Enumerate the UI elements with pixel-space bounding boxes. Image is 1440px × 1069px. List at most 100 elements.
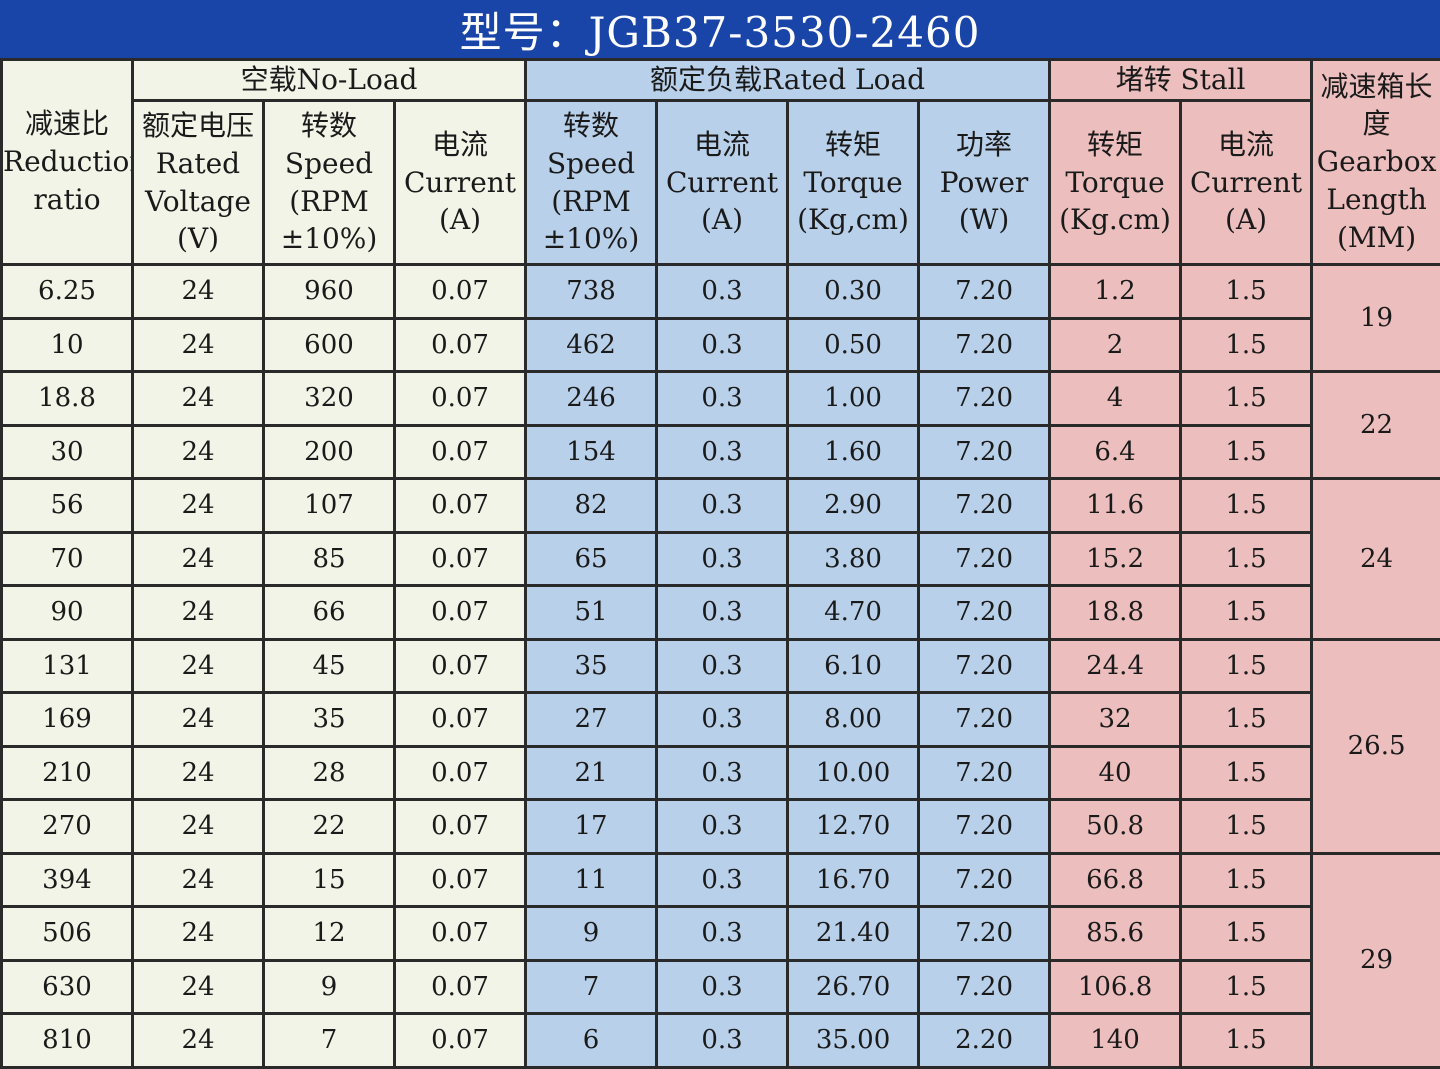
cell-noload-voltage: 24	[133, 746, 264, 800]
cell-noload-voltage: 24	[133, 586, 264, 640]
cell-rated-torque: 4.70	[788, 586, 919, 640]
header-rated-torque: 转矩Torque (Kg,cm)	[788, 101, 919, 265]
cell-stall-current: 1.5	[1181, 532, 1312, 586]
cell-stall-current: 1.5	[1181, 586, 1312, 640]
cell-rated-torque: 12.70	[788, 800, 919, 854]
cell-noload-current: 0.07	[395, 586, 526, 640]
cell-noload-voltage: 24	[133, 639, 264, 693]
cell-reduction-ratio: 90	[2, 586, 133, 640]
cell-noload-speed: 28	[264, 746, 395, 800]
cell-rated-speed: 738	[526, 265, 657, 319]
cell-stall-torque: 50.8	[1050, 800, 1181, 854]
cell-rated-power: 7.20	[919, 372, 1050, 426]
cell-rated-power: 7.20	[919, 265, 1050, 319]
cell-stall-torque: 140	[1050, 1014, 1181, 1068]
cell-noload-voltage: 24	[133, 693, 264, 747]
cell-noload-current: 0.07	[395, 265, 526, 319]
cell-noload-voltage: 24	[133, 960, 264, 1014]
cell-noload-speed: 15	[264, 853, 395, 907]
cell-noload-current: 0.07	[395, 800, 526, 854]
cell-rated-power: 7.20	[919, 639, 1050, 693]
cell-rated-torque: 6.10	[788, 639, 919, 693]
cell-noload-voltage: 24	[133, 479, 264, 533]
cell-rated-current: 0.3	[657, 907, 788, 961]
cell-gearbox-length: 22	[1312, 372, 1440, 479]
cell-rated-torque: 0.30	[788, 265, 919, 319]
cell-noload-current: 0.07	[395, 425, 526, 479]
cell-noload-voltage: 24	[133, 372, 264, 426]
cell-stall-torque: 106.8	[1050, 960, 1181, 1014]
cell-rated-torque: 16.70	[788, 853, 919, 907]
cell-rated-speed: 6	[526, 1014, 657, 1068]
cell-reduction-ratio: 810	[2, 1014, 133, 1068]
cell-noload-voltage: 24	[133, 265, 264, 319]
cell-noload-voltage: 24	[133, 800, 264, 854]
cell-noload-current: 0.07	[395, 960, 526, 1014]
header-stall-torque: 转矩Torque (Kg.cm)	[1050, 101, 1181, 265]
cell-stall-torque: 1.2	[1050, 265, 1181, 319]
cell-noload-current: 0.07	[395, 532, 526, 586]
cell-rated-torque: 21.40	[788, 907, 919, 961]
cell-noload-speed: 45	[264, 639, 395, 693]
cell-rated-speed: 51	[526, 586, 657, 640]
cell-rated-current: 0.3	[657, 746, 788, 800]
cell-rated-current: 0.3	[657, 1014, 788, 1068]
cell-stall-current: 1.5	[1181, 479, 1312, 533]
cell-rated-power: 7.20	[919, 746, 1050, 800]
header-stall-current: 电流Current (A)	[1181, 101, 1312, 265]
cell-rated-current: 0.3	[657, 693, 788, 747]
cell-noload-voltage: 24	[133, 853, 264, 907]
cell-gearbox-length: 19	[1312, 265, 1440, 372]
cell-reduction-ratio: 56	[2, 479, 133, 533]
cell-noload-speed: 107	[264, 479, 395, 533]
cell-rated-speed: 154	[526, 425, 657, 479]
cell-noload-voltage: 24	[133, 318, 264, 372]
header-noload-speed: 转数Speed (RPM ±10%)	[264, 101, 395, 265]
cell-reduction-ratio: 630	[2, 960, 133, 1014]
cell-stall-current: 1.5	[1181, 372, 1312, 426]
cell-rated-torque: 3.80	[788, 532, 919, 586]
cell-rated-power: 7.20	[919, 693, 1050, 747]
cell-rated-torque: 10.00	[788, 746, 919, 800]
cell-rated-power: 7.20	[919, 425, 1050, 479]
cell-rated-current: 0.3	[657, 853, 788, 907]
cell-reduction-ratio: 10	[2, 318, 133, 372]
cell-reduction-ratio: 270	[2, 800, 133, 854]
cell-rated-speed: 35	[526, 639, 657, 693]
cell-rated-speed: 7	[526, 960, 657, 1014]
cell-stall-torque: 85.6	[1050, 907, 1181, 961]
cell-stall-current: 1.5	[1181, 1014, 1312, 1068]
cell-rated-power: 7.20	[919, 479, 1050, 533]
cell-rated-torque: 8.00	[788, 693, 919, 747]
cell-rated-current: 0.3	[657, 800, 788, 854]
cell-rated-speed: 462	[526, 318, 657, 372]
cell-rated-power: 7.20	[919, 853, 1050, 907]
header-rated-power: 功率Power (W)	[919, 101, 1050, 265]
page-title: 型号：JGB37-3530-2460	[0, 0, 1440, 58]
header-noload-voltage: 额定电压Rated Voltage (V)	[133, 101, 264, 265]
cell-stall-current: 1.5	[1181, 425, 1312, 479]
header-group-stall: 堵转 Stall	[1050, 60, 1312, 101]
cell-noload-current: 0.07	[395, 479, 526, 533]
cell-noload-voltage: 24	[133, 425, 264, 479]
cell-rated-current: 0.3	[657, 532, 788, 586]
cell-rated-speed: 21	[526, 746, 657, 800]
cell-rated-torque: 0.50	[788, 318, 919, 372]
cell-rated-torque: 26.70	[788, 960, 919, 1014]
cell-reduction-ratio: 210	[2, 746, 133, 800]
cell-rated-torque: 1.00	[788, 372, 919, 426]
cell-rated-power: 2.20	[919, 1014, 1050, 1068]
cell-rated-current: 0.3	[657, 586, 788, 640]
cell-stall-torque: 18.8	[1050, 586, 1181, 640]
cell-stall-torque: 66.8	[1050, 853, 1181, 907]
cell-stall-current: 1.5	[1181, 853, 1312, 907]
cell-rated-speed: 9	[526, 907, 657, 961]
cell-reduction-ratio: 394	[2, 853, 133, 907]
